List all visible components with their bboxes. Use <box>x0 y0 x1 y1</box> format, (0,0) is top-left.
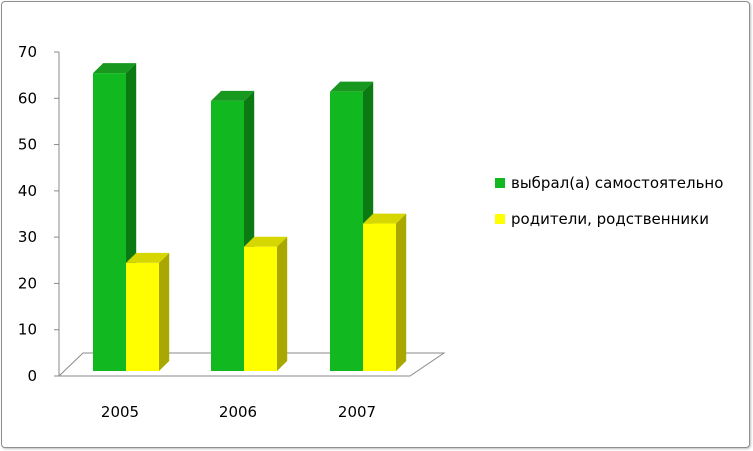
bar-2007-series-2 <box>363 213 407 371</box>
y-tick-label: 20 <box>18 274 37 292</box>
legend-swatch-series-1 <box>495 178 505 188</box>
bar-2006-series-2 <box>244 236 288 371</box>
y-tick-label: 70 <box>18 43 37 61</box>
y-tick-label: 50 <box>18 136 37 154</box>
y-tick-label: 30 <box>18 228 37 246</box>
legend-swatch-series-2 <box>495 214 505 224</box>
legend-item-series-1: выбрал(а) самостоятельно <box>495 172 741 194</box>
bar-2005-series-2 <box>126 252 170 371</box>
x-tick-label: 2006 <box>219 403 257 421</box>
y-tick-label: 0 <box>27 367 37 385</box>
legend-label-series-2: родители, родственники <box>511 210 709 228</box>
y-tick-label: 60 <box>18 89 37 107</box>
bar-2006-series-1 <box>211 90 255 372</box>
legend-item-series-2: родители, родственники <box>495 208 741 230</box>
x-axis-labels: 2005 2006 2007 <box>101 403 376 421</box>
y-tick-label: 10 <box>18 321 37 339</box>
x-tick-label: 2005 <box>101 403 139 421</box>
legend: выбрал(а) самостоятельно родители, родст… <box>495 172 741 230</box>
y-tick-label: 40 <box>18 182 37 200</box>
bars <box>93 63 407 372</box>
x-tick-label: 2007 <box>338 403 376 421</box>
legend-label-series-1: выбрал(а) самостоятельно <box>511 174 724 192</box>
y-axis: 0 10 20 30 40 50 60 70 <box>18 43 60 385</box>
